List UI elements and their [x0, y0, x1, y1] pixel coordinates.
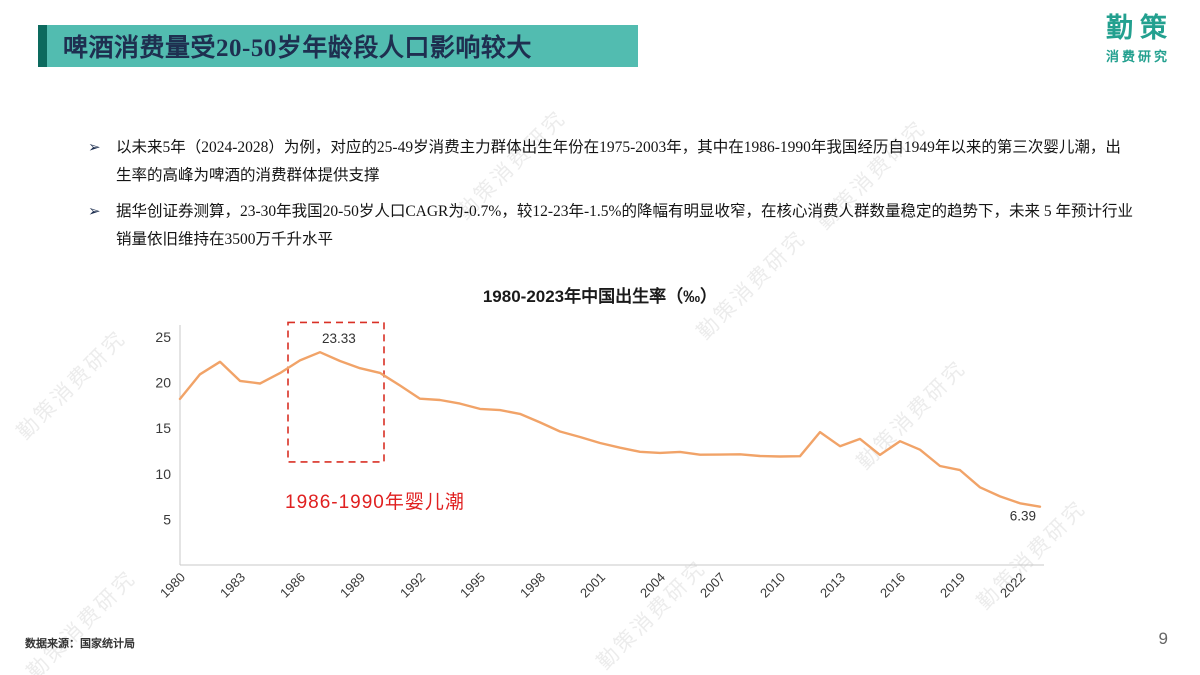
bullet-arrow-icon: ➢ — [88, 203, 101, 220]
svg-text:2010: 2010 — [757, 570, 788, 601]
svg-text:2013: 2013 — [817, 570, 848, 601]
svg-text:15: 15 — [155, 420, 171, 436]
svg-text:2019: 2019 — [937, 570, 968, 601]
svg-text:1986: 1986 — [277, 570, 308, 601]
bullet-item: ➢ 以未来5年（2024-2028）为例，对应的25-49岁消费主力群体出生年份… — [88, 134, 1133, 190]
svg-text:10: 10 — [155, 466, 171, 482]
svg-text:5: 5 — [163, 511, 171, 527]
svg-text:2004: 2004 — [637, 570, 668, 601]
svg-text:1980: 1980 — [157, 570, 188, 601]
svg-text:1992: 1992 — [397, 570, 428, 601]
svg-text:23.33: 23.33 — [322, 331, 356, 346]
bullet-list: ➢ 以未来5年（2024-2028）为例，对应的25-49岁消费主力群体出生年份… — [88, 134, 1133, 262]
svg-text:1989: 1989 — [337, 570, 368, 601]
svg-text:1998: 1998 — [517, 570, 548, 601]
brand-logo-subtitle: 消费研究 — [1106, 48, 1171, 64]
brand-logo: 勤策 消费研究 — [1106, 13, 1174, 65]
slide-title-bar: 啤酒消费量受20-50岁年龄段人口影响较大 — [38, 25, 638, 67]
watermark-text: 勤策消费研究 — [12, 325, 132, 445]
svg-text:1995: 1995 — [457, 570, 488, 601]
svg-text:25: 25 — [155, 329, 171, 345]
svg-text:2001: 2001 — [577, 570, 608, 601]
baby-boom-annotation: 1986-1990年婴儿潮 — [285, 492, 465, 513]
watermark-text: 勤策消费研究 — [22, 565, 142, 675]
chart-area: 1980-2023年中国出生率（‰） 5 10 15 20 25 1980 1983 1986… — [150, 282, 1050, 617]
svg-text:6.39: 6.39 — [1010, 509, 1036, 524]
data-source: 数据来源：国家统计局 — [25, 638, 135, 650]
birth-rate-line-chart: 5 10 15 20 25 1980 1983 1986 1989 1992 1995 1998 200… — [155, 321, 1044, 601]
svg-text:1983: 1983 — [217, 570, 248, 601]
bullet-arrow-icon: ➢ — [88, 139, 101, 156]
svg-text:2016: 2016 — [877, 570, 908, 601]
svg-text:2007: 2007 — [697, 570, 728, 601]
chart-title: 1980-2023年中国出生率（‰） — [482, 287, 718, 306]
slide-title: 啤酒消费量受20-50岁年龄段人口影响较大 — [63, 35, 532, 62]
bullet-text: 以未来5年（2024-2028）为例，对应的25-49岁消费主力群体出生年份在1… — [116, 139, 1121, 184]
bullet-text: 据华创证券测算，23-30年我国20-50岁人口CAGR为-0.7%，较12-2… — [116, 203, 1133, 248]
svg-text:2022: 2022 — [997, 570, 1028, 601]
svg-text:20: 20 — [155, 375, 171, 391]
bullet-item: ➢ 据华创证券测算，23-30年我国20-50岁人口CAGR为-0.7%，较12… — [88, 198, 1133, 254]
brand-logo-name: 勤策 — [1106, 13, 1174, 43]
page-number: 9 — [1158, 629, 1168, 648]
